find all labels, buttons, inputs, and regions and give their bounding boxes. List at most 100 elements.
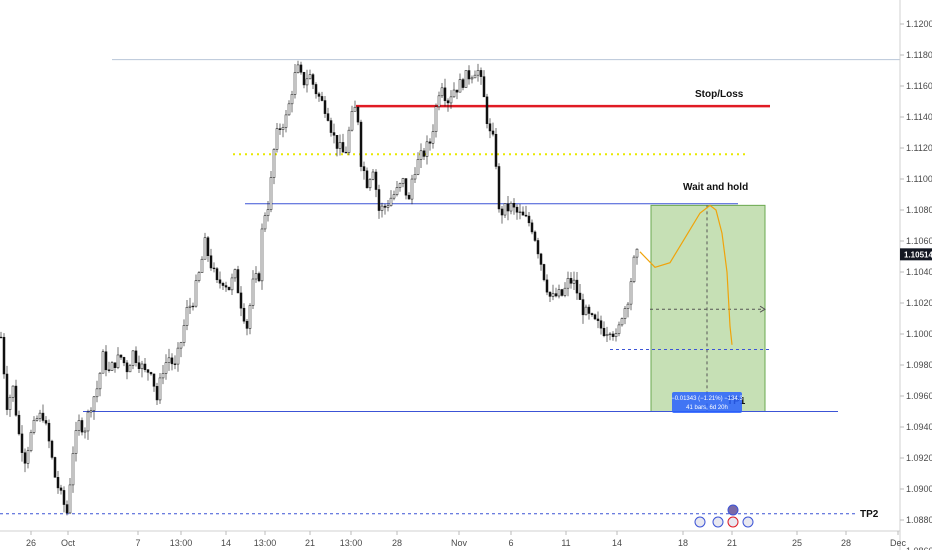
- projection-curve: [639, 204, 733, 345]
- candle-body: [410, 178, 414, 200]
- candle-body: [623, 308, 627, 319]
- candle-body: [512, 203, 516, 208]
- candle-body: [467, 70, 471, 80]
- candle-body: [302, 72, 306, 86]
- candle-body: [167, 357, 171, 363]
- candle-body: [113, 362, 117, 368]
- flag-event-icon[interactable]: [727, 504, 739, 516]
- candle-series: [0, 60, 639, 516]
- time-tick-label: 21: [305, 538, 315, 548]
- candle-body: [170, 357, 174, 365]
- candle-body: [611, 333, 615, 337]
- candle-body: [149, 372, 153, 375]
- candle-body: [308, 74, 312, 80]
- candle-body: [350, 111, 354, 131]
- candle-body: [245, 320, 249, 329]
- candle-body: [398, 183, 402, 188]
- candle-body: [14, 385, 18, 416]
- candle-body: [563, 287, 567, 296]
- candle-body: [380, 205, 384, 211]
- candle-body: [482, 76, 486, 98]
- price-tick-label: 1.11000: [906, 174, 932, 184]
- candle-body: [416, 159, 420, 175]
- candle-body: [635, 248, 639, 258]
- flag-event-icon[interactable]: [727, 516, 739, 528]
- candle-body: [584, 306, 588, 316]
- candle-body: [53, 457, 57, 478]
- candle-body: [278, 128, 282, 130]
- candle-body: [455, 89, 459, 93]
- candle-body: [209, 255, 213, 269]
- flag-event-icon[interactable]: [694, 516, 706, 528]
- candle-body: [176, 347, 180, 365]
- candle-body: [71, 453, 75, 486]
- candle-body: [116, 354, 120, 368]
- candle-body: [200, 258, 204, 273]
- measure-tool[interactable]: [650, 204, 766, 412]
- candle-body: [443, 87, 447, 101]
- candle-body: [92, 396, 96, 411]
- candle-body: [425, 141, 429, 157]
- candle-body: [407, 194, 411, 200]
- candle-body: [272, 149, 276, 178]
- candle-body: [629, 281, 633, 305]
- candle-body: [164, 362, 168, 374]
- candle-body: [35, 418, 39, 421]
- candle-body: [215, 268, 219, 281]
- flag-event-icon[interactable]: [742, 516, 754, 528]
- candle-body: [617, 324, 621, 334]
- measure-box[interactable]: [650, 204, 766, 412]
- candle-body: [536, 240, 540, 255]
- candle-body: [344, 151, 348, 154]
- candle-body: [452, 89, 456, 98]
- candle-body: [527, 215, 531, 224]
- candle-body: [539, 253, 543, 265]
- candle-body: [389, 197, 393, 206]
- price-tick-label: 1.09200: [906, 453, 932, 463]
- candle-body: [557, 289, 561, 297]
- candle-body: [83, 430, 87, 433]
- candle-body: [329, 120, 333, 133]
- candle-body: [143, 363, 147, 370]
- candle-body: [506, 203, 510, 212]
- time-axis[interactable]: 26 Oct 7 13:00 14 13:00 21 13:00 28 Nov 6 11 14 18 21 2…: [26, 531, 907, 548]
- candle-body: [494, 133, 498, 167]
- candle-body: [593, 314, 597, 320]
- time-tick-label: 11: [561, 538, 570, 548]
- candle-body: [491, 130, 495, 135]
- candle-body: [569, 278, 573, 284]
- candle-body: [632, 256, 636, 283]
- measure-label-change: −0.01343 (−1.21%) −134.3: [671, 396, 743, 402]
- candle-body: [554, 293, 558, 297]
- candle-body: [191, 305, 195, 308]
- candle-body: [293, 72, 297, 95]
- candle-body: [377, 189, 381, 211]
- candle-body: [473, 74, 477, 79]
- candle-body: [17, 414, 21, 435]
- candle-body: [353, 106, 357, 112]
- candle-body: [224, 285, 228, 288]
- candle-body: [20, 433, 24, 453]
- candle-body: [356, 106, 360, 123]
- candle-body: [29, 432, 33, 451]
- candle-body: [41, 412, 45, 421]
- last-price-background: [900, 248, 932, 261]
- candle-body: [194, 280, 198, 307]
- event-icons[interactable]: [694, 504, 754, 528]
- time-tick-label: 6: [508, 538, 513, 548]
- price-axis[interactable]: 1.12000 1.11800 1.11600 1.11400 1.11200 1.110…: [900, 19, 932, 550]
- measure-label-duration: 41 bars, 6d 20h: [686, 405, 728, 411]
- candle-body: [227, 286, 231, 291]
- candle-body: [347, 129, 351, 153]
- time-tick-label: Nov: [451, 538, 468, 548]
- flag-event-icon[interactable]: [712, 516, 724, 528]
- mid-line-arrow-icon: [759, 305, 766, 313]
- time-tick-label: 28: [392, 538, 402, 548]
- price-tick-label: 1.09600: [906, 391, 932, 401]
- candle-body: [203, 237, 207, 260]
- wait-and-hold-label: Wait and hold: [683, 182, 748, 193]
- candle-body: [236, 269, 240, 294]
- candle-body: [47, 422, 51, 442]
